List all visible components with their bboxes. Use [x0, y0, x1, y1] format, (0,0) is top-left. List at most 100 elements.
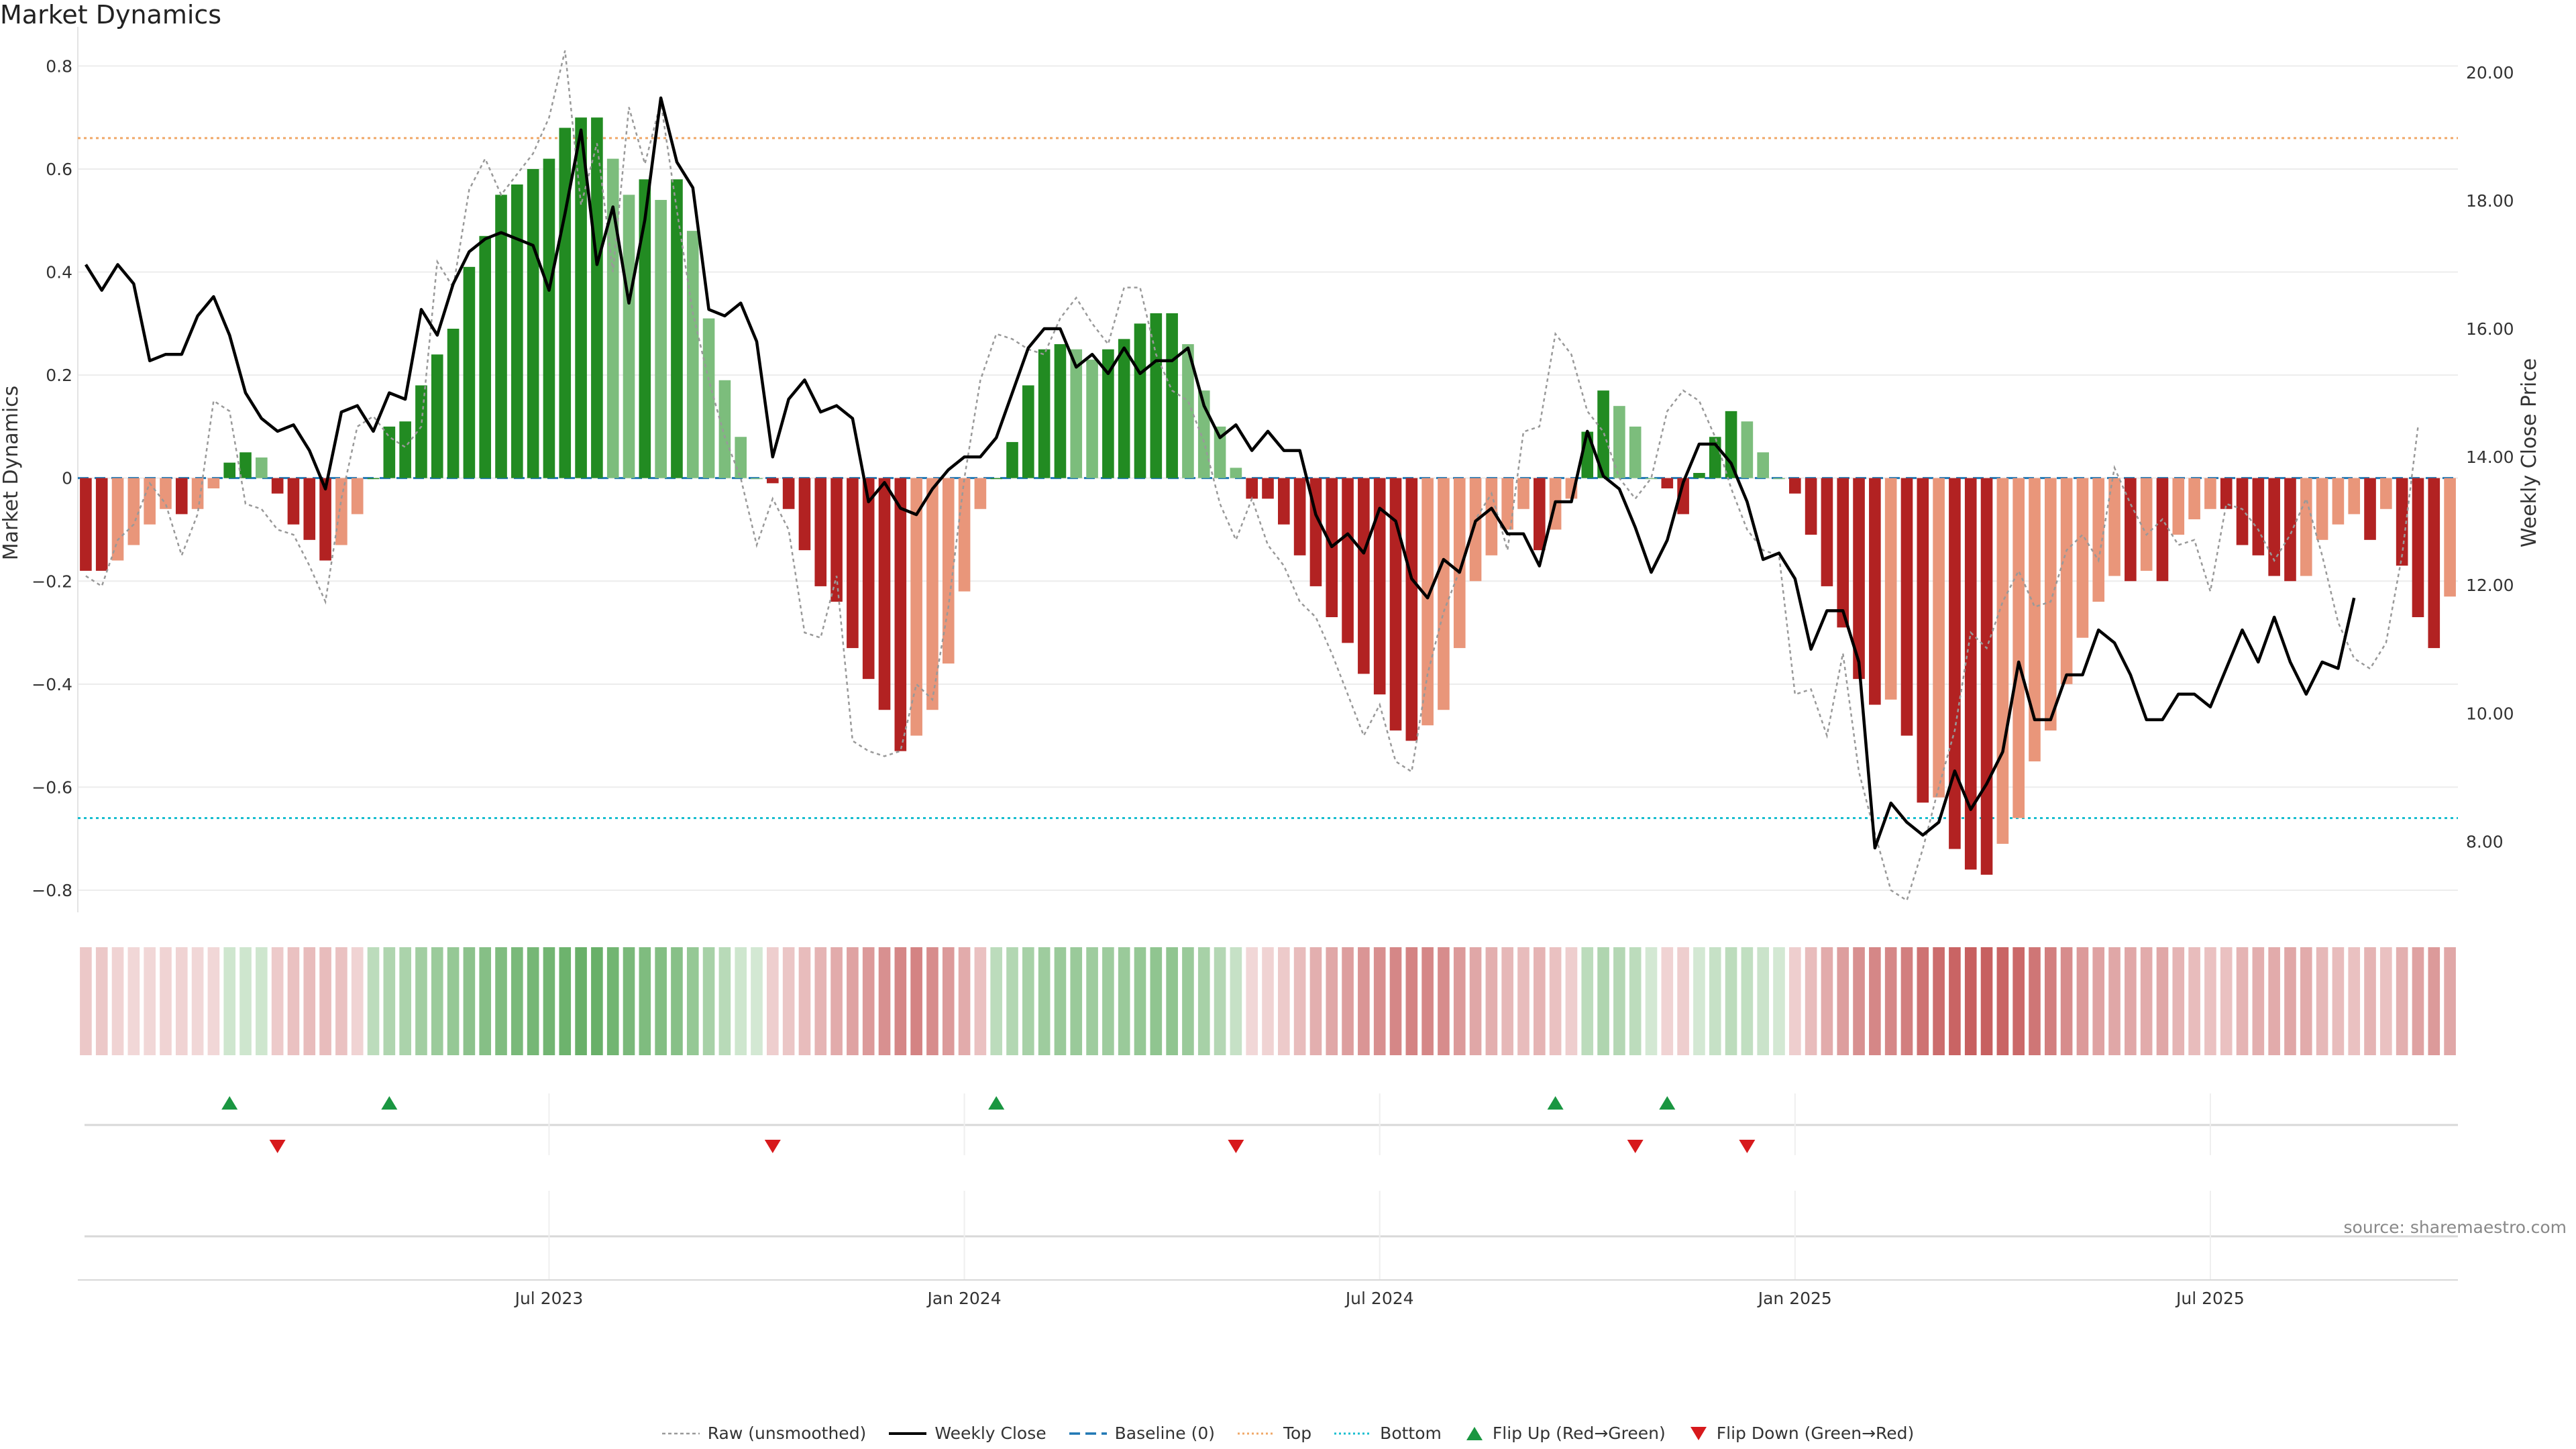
dynamics-bar [335, 478, 347, 545]
dynamics-bar [671, 179, 683, 478]
dynamics-bar [1006, 441, 1018, 478]
left-tick-label: 0 [62, 469, 72, 488]
color-band-cell [2172, 947, 2185, 1055]
color-band-cell [1677, 947, 1689, 1055]
dynamics-bar [1070, 349, 1083, 478]
color-band-cell [751, 947, 763, 1055]
color-band-cell [2204, 947, 2216, 1055]
dynamics-bar [814, 478, 827, 586]
dynamics-bar [1102, 349, 1114, 478]
color-band-cell [2316, 947, 2328, 1055]
color-band-cell [1933, 947, 1945, 1055]
dynamics-bar [1917, 478, 1929, 803]
dynamics-bar [1438, 478, 1450, 710]
flip-down-marker [269, 1140, 286, 1153]
color-band-cell [974, 947, 987, 1055]
color-band-cell [2268, 947, 2280, 1055]
legend-label-top: Top [1283, 1424, 1312, 1443]
dynamics-bar [1278, 478, 1290, 525]
color-band-cell [1805, 947, 1817, 1055]
color-band-cell [1549, 947, 1562, 1055]
dynamics-bar [2300, 478, 2312, 576]
color-band-cell [511, 947, 523, 1055]
dynamics-bar [782, 478, 795, 509]
color-band-cell [639, 947, 651, 1055]
dynamics-bar [1262, 478, 1274, 499]
color-band [80, 947, 2456, 1055]
dynamics-bar [1661, 478, 1674, 489]
dynamics-bar [2060, 478, 2073, 684]
flip-up-marker [381, 1096, 398, 1110]
dynamics-bar [655, 200, 667, 478]
dynamics-bar [1214, 426, 1226, 478]
dynamics-bar [207, 478, 220, 489]
color-band-cell [431, 947, 443, 1055]
dynamics-bar [351, 478, 364, 515]
dynamics-bar [591, 117, 603, 478]
dynamics-bar [847, 478, 859, 649]
dynamics-bar [95, 478, 108, 571]
flip-down-marker [764, 1140, 781, 1153]
dynamics-bar [2108, 478, 2121, 576]
dynamics-bar [1949, 478, 1961, 849]
dynamics-bar [2268, 478, 2280, 576]
dynamics-bar [2156, 478, 2169, 582]
color-band-cell [1118, 947, 1130, 1055]
dynamics-bar [1821, 478, 1833, 586]
color-band-cell [606, 947, 619, 1055]
flip-markers [78, 1093, 2458, 1281]
dynamics-bar [1086, 360, 1098, 478]
color-band-cell [1821, 947, 1833, 1055]
color-band-cell [1293, 947, 1306, 1055]
color-band-cell [2332, 947, 2345, 1055]
dynamics-bar [1869, 478, 1881, 705]
dynamics-bar [1884, 478, 1897, 700]
legend-label-close: Weekly Close [934, 1424, 1046, 1443]
dynamics-bar [2332, 478, 2345, 525]
left-tick-label: −0.6 [32, 777, 72, 797]
color-band-cell [1565, 947, 1578, 1055]
dynamics-bar [878, 478, 891, 710]
color-band-cell [1757, 947, 1769, 1055]
dynamics-bar [2092, 478, 2105, 602]
color-band-cell [495, 947, 507, 1055]
color-band-cell [1246, 947, 1258, 1055]
dynamics-bar [1421, 478, 1434, 726]
color-band-cell [1949, 947, 1961, 1055]
dynamics-bar [751, 478, 763, 480]
dynamics-bar [527, 168, 539, 478]
dynamics-bar [175, 478, 188, 515]
dynamics-bar [1405, 478, 1418, 741]
dynamics-bar [1517, 478, 1529, 509]
color-band-cell [1645, 947, 1658, 1055]
dynamics-bar [111, 478, 124, 561]
dynamics-bar [383, 426, 396, 478]
dynamics-bar [926, 478, 938, 710]
color-band-cell [111, 947, 124, 1055]
color-band-cell [767, 947, 779, 1055]
color-band-cell [1469, 947, 1482, 1055]
dynamics-bar [223, 462, 236, 478]
dynamics-bar [1693, 473, 1705, 478]
legend-label-flip-down: Flip Down (Green→Red) [1716, 1424, 1915, 1443]
color-band-cell [2156, 947, 2169, 1055]
dynamics-bar [2412, 478, 2424, 617]
dynamics-bar [287, 478, 300, 525]
dynamics-bar [2044, 478, 2057, 731]
dynamics-bar [2204, 478, 2216, 509]
color-band-cell [1517, 947, 1529, 1055]
dynamics-bar [2076, 478, 2089, 638]
legend-item-flip-up: Flip Up (Red→Green) [1464, 1424, 1666, 1443]
color-band-cell [191, 947, 204, 1055]
right-tick-label: 14.00 [2466, 447, 2514, 467]
color-band-cell [463, 947, 476, 1055]
flip-up-marker [221, 1096, 238, 1110]
left-tick-label: −0.8 [32, 881, 72, 900]
color-band-cell [1773, 947, 1785, 1055]
color-band-cell [287, 947, 300, 1055]
color-band-cell [1917, 947, 1929, 1055]
dynamics-bar [2316, 478, 2328, 540]
legend: Raw (unsmoothed) Weekly Close Baseline (… [0, 1424, 2576, 1443]
dynamics-bar [239, 452, 252, 478]
dynamics-bar [718, 380, 731, 478]
